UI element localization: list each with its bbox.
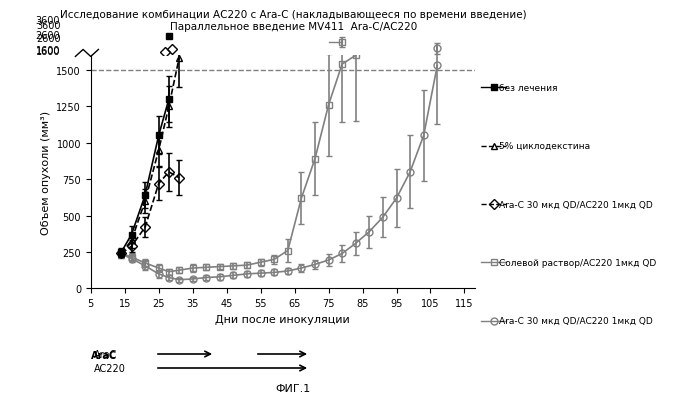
Text: 3600: 3600 — [36, 16, 60, 26]
Text: ФИГ.1: ФИГ.1 — [276, 383, 311, 393]
Text: 2600: 2600 — [36, 31, 60, 41]
X-axis label: Дни после инокуляции: Дни после инокуляции — [215, 314, 350, 324]
Text: 1600: 1600 — [36, 47, 61, 56]
Text: Исследование комбинации АС220 с Ara-C (накладывающееся по времени введение): Исследование комбинации АС220 с Ara-C (н… — [60, 10, 526, 20]
Text: Параллельное введение MV411  Ara-C/AC220: Параллельное введение MV411 Ara-C/AC220 — [170, 22, 417, 32]
Text: Ara-C 30 мкд QD/AC220 1мкд QD: Ara-C 30 мкд QD/AC220 1мкд QD — [499, 316, 653, 325]
Text: 1600: 1600 — [36, 47, 60, 57]
Text: Солевой раствор/AC220 1мкд QD: Солевой раствор/AC220 1мкд QD — [499, 258, 656, 267]
Y-axis label: Объем опухоли (мм³): Объем опухоли (мм³) — [40, 111, 51, 234]
Text: 5% циклодекстина: 5% циклодекстина — [499, 142, 591, 151]
Text: без лечения: без лечения — [499, 84, 558, 93]
Text: AraC: AraC — [91, 350, 117, 360]
Text: Ara-C 30 мкд QD/AC220 1мкд QD: Ara-C 30 мкд QD/AC220 1мкд QD — [499, 200, 653, 209]
Text: AC220: AC220 — [94, 363, 126, 373]
Text: 2600: 2600 — [36, 34, 61, 43]
Text: AraC: AraC — [94, 349, 117, 358]
Text: 3600: 3600 — [36, 21, 61, 30]
